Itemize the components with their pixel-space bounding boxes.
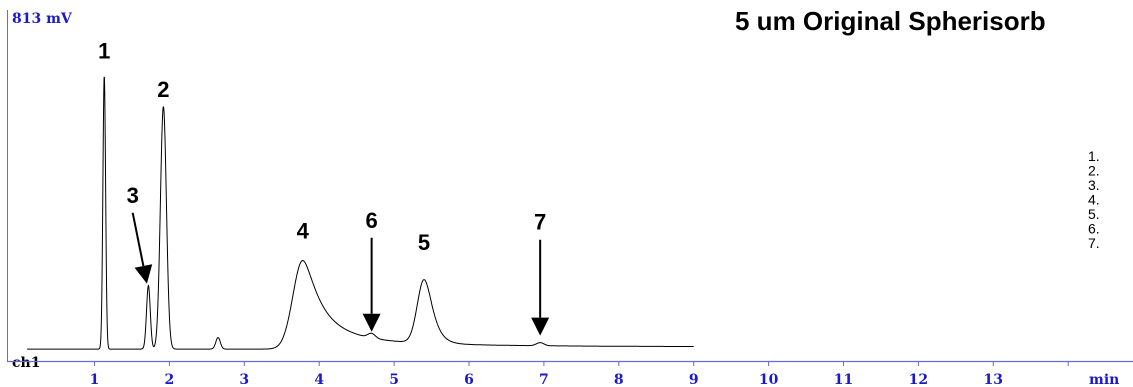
- x-tick-label: 8: [614, 372, 624, 387]
- y-axis-label: 813 mV: [12, 11, 73, 27]
- peak-label: 2: [157, 77, 169, 102]
- x-tick-label: 11: [834, 372, 853, 387]
- peak-label: 5: [418, 230, 430, 255]
- x-tick-group: 1 2 3 4 5 6 7 8 9 10 11 12 13: [90, 361, 1069, 387]
- peak-arrow-shaft: [131, 212, 145, 267]
- x-tick-label: 12: [909, 372, 928, 387]
- peak-annotation-group: 1 2 3 4 6 5 7: [98, 38, 550, 336]
- peak-arrow-head: [362, 313, 381, 332]
- legend-item: 7.: [1088, 235, 1100, 251]
- legend-item: 4.: [1088, 192, 1100, 208]
- legend-group: 1.2.3.4.5.6.7.: [1088, 148, 1100, 251]
- x-tick-label: 2: [165, 372, 175, 387]
- chromatogram-trace-group: [27, 76, 694, 350]
- channel-label: ch1: [12, 355, 40, 371]
- legend-item: 6.: [1088, 221, 1100, 237]
- x-tick-label: 6: [464, 372, 474, 387]
- chromatogram-trace: [27, 76, 694, 350]
- peak-arrow-head: [134, 264, 153, 284]
- x-tick-label: 7: [539, 372, 549, 387]
- legend-item: 3.: [1088, 177, 1100, 193]
- peak-label: 1: [98, 38, 110, 63]
- peak-label: 6: [366, 208, 378, 233]
- chart-title: 5 um Original Spherisorb: [735, 6, 1046, 36]
- x-tick-label: 9: [689, 372, 699, 387]
- legend-item: 5.: [1088, 206, 1100, 222]
- x-tick-label: 10: [759, 372, 779, 387]
- peak-label: 3: [127, 183, 139, 208]
- x-tick-label: 3: [239, 372, 249, 387]
- legend-item: 2.: [1088, 163, 1100, 179]
- x-tick-label: 5: [389, 372, 399, 387]
- x-tick-label: 1: [90, 372, 100, 387]
- peak-label: 4: [297, 219, 310, 244]
- peak-arrow-head: [531, 317, 550, 336]
- x-tick-label: 4: [314, 372, 324, 387]
- x-tick-label: 13: [984, 372, 1003, 387]
- legend-item: 1.: [1088, 148, 1100, 164]
- peak-label: 7: [534, 210, 546, 235]
- x-axis-unit-label: min: [1089, 372, 1119, 387]
